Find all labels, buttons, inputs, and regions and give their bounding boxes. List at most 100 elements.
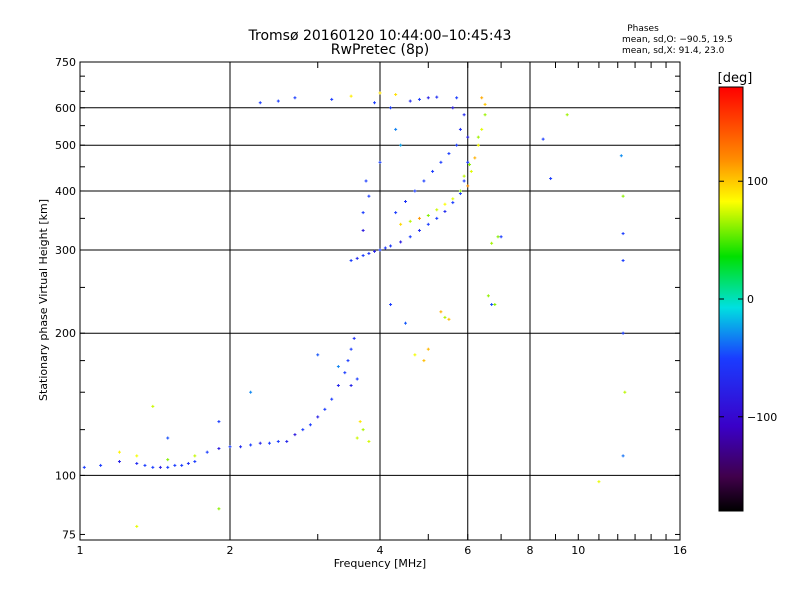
data-point	[565, 113, 569, 117]
data-point	[435, 216, 439, 220]
data-point	[447, 317, 451, 321]
data-point	[355, 436, 359, 440]
data-point	[336, 384, 340, 388]
data-point	[135, 524, 139, 528]
data-point	[458, 189, 462, 193]
y-tick-label: 600	[55, 102, 76, 115]
data-point	[439, 160, 443, 164]
data-point	[413, 353, 417, 357]
data-point	[394, 93, 398, 97]
data-point	[186, 461, 190, 465]
data-point	[443, 209, 447, 213]
data-point	[217, 507, 221, 511]
data-point	[426, 96, 430, 100]
data-point	[621, 259, 625, 263]
data-point	[193, 460, 197, 464]
y-tick-label: 400	[55, 185, 76, 198]
data-point	[490, 241, 494, 245]
y-tick-label: 500	[55, 139, 76, 152]
data-point	[451, 197, 455, 201]
data-point	[480, 96, 484, 100]
data-point	[239, 445, 243, 449]
data-point	[413, 189, 417, 193]
data-point	[378, 248, 382, 252]
data-point	[408, 99, 412, 103]
data-point	[364, 179, 368, 183]
data-point	[323, 407, 327, 411]
colorbar-ticks: 100 0 −100	[719, 175, 777, 424]
data-point	[455, 96, 459, 100]
data-point	[426, 347, 430, 351]
data-point	[468, 163, 472, 167]
data-point	[166, 465, 170, 469]
data-point	[258, 101, 262, 105]
data-point	[621, 454, 625, 458]
data-point	[621, 331, 625, 335]
data-point	[217, 420, 221, 424]
data-point	[316, 415, 320, 419]
data-point	[151, 465, 155, 469]
data-point	[426, 222, 430, 226]
data-point	[330, 97, 334, 101]
data-point	[458, 192, 462, 196]
x-tick-label: 1	[77, 544, 84, 557]
data-point	[285, 439, 289, 443]
data-point	[361, 228, 365, 232]
x-tick-label: 4	[377, 544, 384, 557]
data-point	[623, 390, 627, 394]
y-tick-label: 750	[55, 56, 76, 69]
data-point	[389, 244, 393, 248]
data-point	[394, 127, 398, 131]
data-point	[426, 213, 430, 217]
data-point	[173, 463, 177, 467]
data-point	[389, 303, 393, 307]
data-point	[399, 222, 403, 226]
data-point	[447, 152, 451, 156]
x-tick-label: 2	[227, 544, 234, 557]
data-point	[422, 359, 426, 363]
data-point	[346, 359, 350, 363]
data-point	[349, 384, 353, 388]
data-point	[597, 480, 601, 484]
data-point	[462, 113, 466, 117]
colorbar-tick-label: 0	[747, 293, 754, 306]
data-point	[408, 219, 412, 223]
data-point	[499, 235, 503, 239]
data-point	[403, 200, 407, 204]
data-point	[383, 246, 387, 250]
y-axis-label: Stationary phase Virtual Height [km]	[37, 199, 50, 401]
data-point	[549, 177, 553, 181]
data-point	[455, 143, 459, 147]
data-point	[180, 463, 184, 467]
data-point	[469, 169, 473, 173]
data-point	[293, 433, 297, 437]
stats-line-o: mean, sd,O: −90.5, 19.5	[622, 35, 733, 45]
data-point	[399, 240, 403, 244]
data-point	[439, 310, 443, 314]
data-point	[483, 113, 487, 117]
data-point	[217, 447, 221, 451]
data-point	[249, 443, 253, 447]
data-point	[193, 454, 197, 458]
data-point	[352, 336, 356, 340]
data-point	[389, 106, 393, 110]
data-point	[349, 259, 353, 263]
data-point	[258, 441, 262, 445]
data-point	[151, 404, 155, 408]
data-point	[267, 441, 271, 445]
data-point	[451, 201, 455, 205]
data-point	[619, 154, 623, 158]
data-point	[308, 423, 312, 427]
data-point	[443, 315, 447, 319]
data-point	[276, 439, 280, 443]
data-point	[417, 216, 421, 220]
data-point	[443, 202, 447, 206]
data-point	[466, 135, 470, 139]
data-point	[361, 428, 365, 432]
colorbar-tick-label: −100	[747, 411, 777, 424]
data-point	[394, 211, 398, 215]
data-point	[293, 96, 297, 100]
data-point	[462, 179, 466, 183]
data-point	[367, 251, 371, 255]
data-point	[451, 106, 455, 110]
